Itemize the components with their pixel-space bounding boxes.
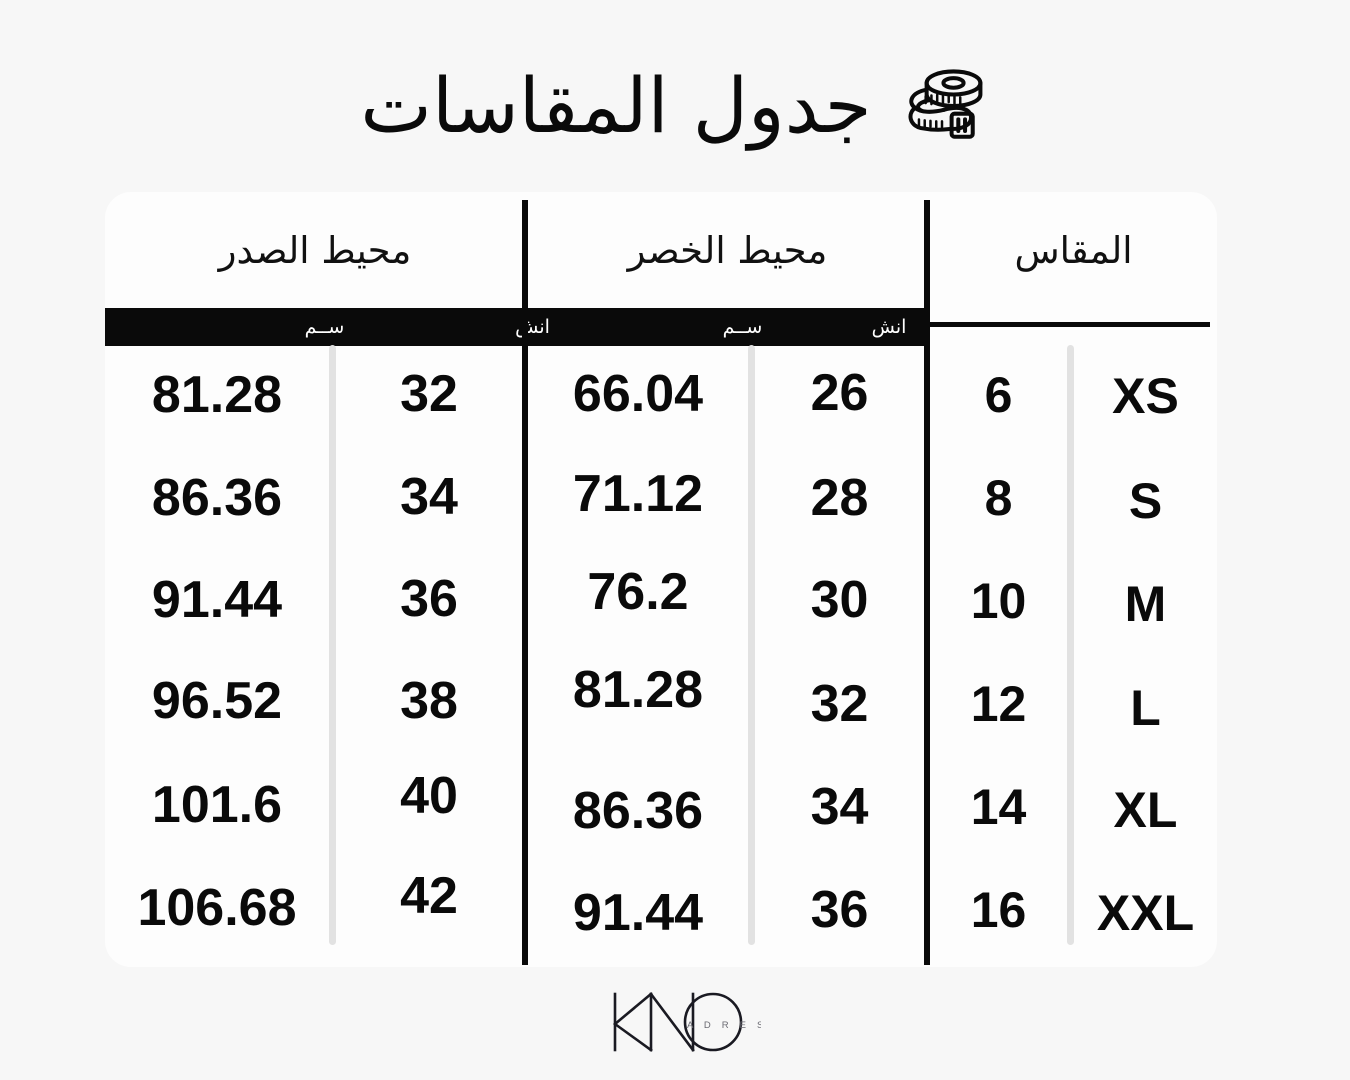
unit-header-chest-inch: انش (440, 308, 625, 346)
cell-waist-inch: 30 (810, 570, 869, 629)
cell-size-label: L (1130, 679, 1161, 736)
cell-chest-cm: 106.68 (137, 878, 297, 937)
cell-waist-inch: 26 (810, 363, 869, 422)
unit-header-chest-cm: ســم (217, 308, 432, 346)
table-row: 106.68 42 91.44 36 16 XXL (105, 850, 1217, 953)
page-title-row: جدول المقاسات (0, 48, 1350, 163)
table-row: 96.52 38 81.28 32 12 L (105, 648, 1217, 751)
brand-sub-label: A D R E S S (687, 1020, 761, 1031)
header-rule-right (925, 322, 1210, 327)
cell-size-number: 12 (970, 675, 1027, 732)
column-group-size-label: المقاس (1014, 228, 1133, 272)
cell-chest-cm: 81.28 (151, 365, 283, 424)
cell-waist-inch: 36 (810, 880, 869, 939)
cell-chest-cm: 86.36 (151, 468, 283, 527)
cell-size-number: 16 (970, 881, 1027, 938)
cell-size-label: XXL (1096, 884, 1195, 941)
cell-size-label: XL (1113, 781, 1178, 838)
column-group-waist-label: محيط الخصر (627, 228, 828, 272)
cell-chest-inch: 38 (400, 671, 458, 730)
divider-size-number-label (1067, 345, 1074, 945)
table-row: 86.36 34 71.12 28 8 S (105, 447, 1217, 550)
cell-waist-cm: 81.28 (572, 660, 704, 719)
cell-chest-inch: 40 (400, 766, 458, 825)
cell-waist-cm: 71.12 (572, 464, 704, 523)
unit-header-waist-cm-label: ســم (722, 316, 763, 338)
unit-header-waist-inch: انش (855, 308, 923, 346)
cell-size-number: 14 (970, 778, 1027, 835)
cell-size-number: 6 (984, 366, 1013, 423)
unit-header-chest-inch-label: انش (515, 316, 550, 338)
cell-size-label: XS (1112, 367, 1179, 424)
cell-waist-inch: 32 (810, 674, 869, 733)
page-title: جدول المقاسات (360, 60, 872, 150)
divider-waist-cm-inch (748, 345, 755, 945)
unit-header-chest-cm-label: ســم (304, 316, 345, 338)
column-group-waist: محيط الخصر (530, 192, 925, 308)
unit-header-waist-cm: ســم (635, 308, 850, 346)
table-group-header-row: محيط الصدر محيط الخصر المقاس (105, 192, 1217, 308)
cell-waist-cm: 91.44 (572, 883, 704, 942)
column-group-chest: محيط الصدر (105, 192, 525, 308)
table-row: 81.28 32 66.04 26 6 XS (105, 346, 1217, 449)
cell-waist-cm: 86.36 (572, 781, 704, 840)
cell-size-number: 8 (984, 469, 1013, 526)
cell-chest-inch: 36 (400, 569, 458, 628)
cell-chest-inch: 42 (400, 866, 458, 925)
cell-waist-inch: 28 (810, 468, 869, 527)
cell-chest-cm: 96.52 (151, 671, 283, 730)
cell-size-label: S (1128, 472, 1163, 529)
unit-header-waist-inch-label: انش (871, 316, 907, 338)
cell-size-number: 10 (970, 572, 1027, 629)
table-row: 91.44 36 76.2 30 10 M (105, 547, 1217, 650)
size-chart-card: محيط الصدر محيط الخصر المقاس ســم انش سـ… (105, 192, 1217, 967)
measuring-tape-icon (894, 58, 990, 154)
column-group-chest-label: محيط الصدر (218, 228, 412, 272)
unit-header-band (105, 308, 925, 346)
cell-chest-cm: 91.44 (151, 570, 283, 629)
cell-waist-cm: 76.2 (587, 562, 689, 621)
brand-logo: A D R E S S (0, 985, 1350, 1057)
cell-waist-inch: 34 (810, 777, 869, 836)
cell-chest-cm: 101.6 (151, 775, 283, 834)
table-row: 101.6 40 86.36 34 14 XL (105, 749, 1217, 852)
table-body: 81.28 32 66.04 26 6 XS 86.36 34 71.12 28… (105, 346, 1217, 967)
cell-chest-inch: 32 (400, 364, 458, 423)
column-group-size: المقاس (930, 192, 1217, 308)
divider-chest-cm-inch (329, 345, 336, 945)
cell-size-label: M (1124, 575, 1167, 632)
divider-chest-waist (522, 200, 528, 965)
cell-waist-cm: 66.04 (572, 364, 704, 423)
cell-chest-inch: 34 (400, 467, 458, 526)
divider-waist-size (924, 200, 930, 965)
